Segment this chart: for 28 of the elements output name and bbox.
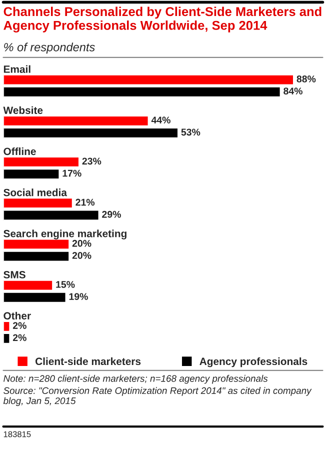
text: Note: n=280 client-side marketers; n=168 agency professionals [4, 374, 268, 384]
data-label: 53% [181, 128, 200, 136]
y-tick-label: Email [4, 65, 30, 73]
chart-subtitle: % of respondents [4, 42, 95, 54]
y-tick-label: Other [4, 312, 31, 320]
chart-title: Channels Personalized by Client-Side Marketers and Agency Professionals Worldwide, Sep 2014 [4, 6, 322, 32]
source-note: Source: "Conversion Rate Optimization Report 2014" as cited in company blog, Jan 5, 2015 [3, 387, 312, 406]
data-label: 2% [12, 322, 26, 329]
legend-label: Client-side marketers [36, 357, 141, 366]
data-label: 21% [76, 198, 95, 206]
y-tick-label: Website [3, 106, 43, 114]
data-label: 17% [62, 170, 82, 177]
data-label: 23% [82, 158, 102, 165]
data-label: 2% [12, 334, 26, 342]
data-label: 88% [296, 76, 316, 82]
data-label: 44% [151, 116, 170, 124]
y-tick-label: Search engine marketing [4, 230, 126, 240]
y-tick-label: SMS [4, 271, 26, 278]
data-label: 15% [56, 281, 75, 288]
data-label: 84% [284, 88, 302, 94]
y-tick-label: Social media [4, 188, 68, 196]
data-label: 19% [69, 293, 88, 300]
text: 183815 [4, 431, 31, 438]
data-label: 20% [72, 252, 92, 259]
data-label: 29% [102, 210, 121, 218]
data-label: 20% [72, 240, 92, 247]
y-tick-label: Offline [4, 147, 36, 156]
legend-label: Agency professionals [200, 357, 308, 368]
